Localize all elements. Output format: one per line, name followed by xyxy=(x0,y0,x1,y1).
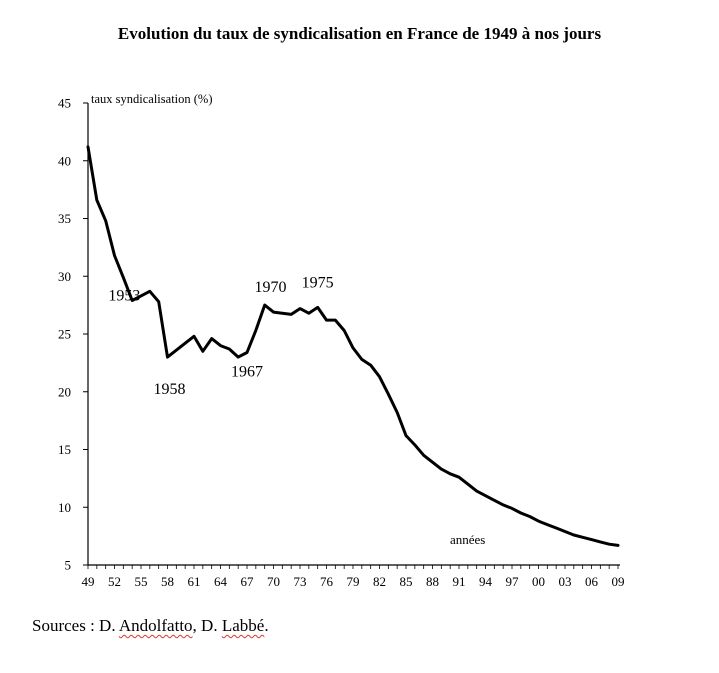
y-tick-label: 30 xyxy=(58,269,71,284)
y-tick-label: 40 xyxy=(58,153,71,168)
series-line xyxy=(86,145,620,547)
x-tick-label: 06 xyxy=(585,574,599,589)
x-tick-label: 52 xyxy=(108,574,121,589)
x-tick-label: 67 xyxy=(241,574,255,589)
x-tick-label: 55 xyxy=(135,574,148,589)
chart-annotations: 1953 1958 1967 1970 1975 xyxy=(108,274,333,398)
annotation-1970: 1970 xyxy=(255,279,287,296)
y-tick-label: 20 xyxy=(58,384,71,399)
x-tick-label: 97 xyxy=(506,574,520,589)
x-tick-label: 91 xyxy=(453,574,466,589)
x-tick-label: 61 xyxy=(188,574,201,589)
sources-author-1: Andolfatto xyxy=(118,616,193,635)
sources-author-2: Labbé xyxy=(221,616,265,635)
y-tick-label: 10 xyxy=(58,500,71,515)
x-tick-label: 79 xyxy=(347,574,360,589)
y-tick-label: 25 xyxy=(58,327,71,342)
chart-title: Evolution du taux de syndicalisation en … xyxy=(117,24,602,43)
x-tick-label: 94 xyxy=(479,574,493,589)
annotation-1958: 1958 xyxy=(154,381,186,398)
y-tick-label: 5 xyxy=(65,558,72,573)
x-tick-label: 73 xyxy=(294,574,307,589)
chart-axes xyxy=(87,103,620,566)
annotation-1967: 1967 xyxy=(231,363,263,380)
y-tick-label: 15 xyxy=(58,442,71,457)
y-axis-label: taux syndicalisation (%) xyxy=(91,92,213,106)
x-tick-label: 64 xyxy=(214,574,228,589)
x-tick-label: 88 xyxy=(426,574,439,589)
x-tick-label: 00 xyxy=(532,574,545,589)
x-axis-label: années xyxy=(450,532,485,547)
y-tick-label: 35 xyxy=(58,211,71,226)
x-tick-label: 82 xyxy=(373,574,386,589)
x-tick-label: 58 xyxy=(161,574,174,589)
x-tick-label: 76 xyxy=(320,574,334,589)
x-tick-label: 09 xyxy=(612,574,625,589)
chart-ticks: 5 10 15 20 25 30 35 40 45 49 52 55 58 61 64 67 70 73 76 79 8… xyxy=(58,96,625,590)
sources-prefix: Sources : D. xyxy=(32,616,119,635)
annotation-1953: 1953 xyxy=(108,287,140,304)
sources-middle: , D. xyxy=(192,616,222,635)
sources-suffix: . xyxy=(264,616,269,635)
x-tick-label: 03 xyxy=(559,574,572,589)
sources-note: Sources : D. Andolfatto, D. Labbé. xyxy=(32,616,269,636)
y-tick-label: 45 xyxy=(58,96,71,111)
x-tick-label: 85 xyxy=(400,574,413,589)
x-tick-label: 70 xyxy=(267,574,280,589)
annotation-1975: 1975 xyxy=(302,274,334,291)
x-tick-label: 49 xyxy=(82,574,95,589)
